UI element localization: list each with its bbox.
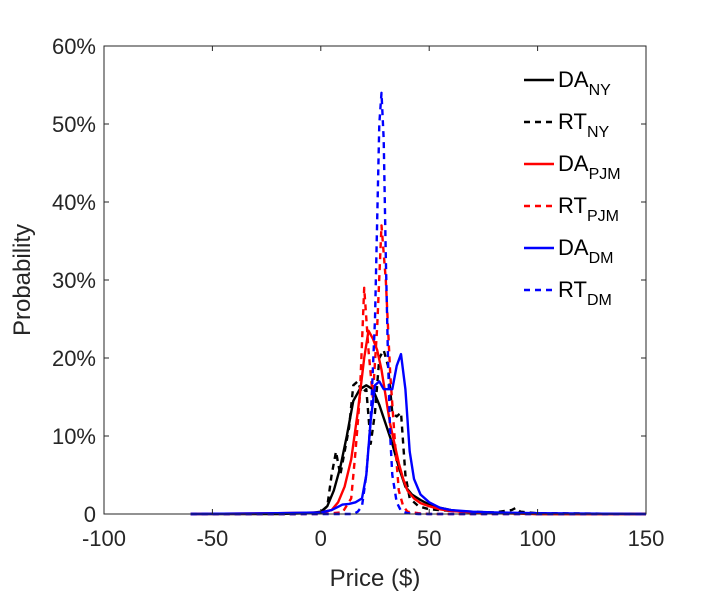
legend-entry-subscript: DM: [587, 292, 612, 309]
y-tick-label: 0: [84, 502, 96, 527]
series-lines: [190, 91, 647, 516]
legend-entry: RTDM: [558, 277, 612, 309]
y-tick-label: 10%: [52, 424, 96, 449]
legend-entry-name: RT: [558, 277, 587, 302]
y-axis-label: Probability: [9, 224, 36, 336]
series-line-rt-ny: [190, 349, 647, 516]
legend-entry-subscript: NY: [587, 124, 610, 141]
y-tick-label: 20%: [52, 346, 96, 371]
x-axis-label: Price ($): [330, 565, 421, 592]
y-tick-label: 50%: [52, 112, 96, 137]
legend-entry-name: DA: [558, 67, 589, 92]
legend-entry: DADM: [558, 235, 613, 267]
series-line-da-dm: [190, 352, 647, 516]
legend-entry-name: DA: [558, 151, 589, 176]
x-axis-ticks: -100 -50 0 50 100 150: [82, 46, 664, 551]
legend-entry: RTNY: [558, 109, 609, 141]
y-tick-label: 30%: [52, 268, 96, 293]
legend-entry: DANY: [558, 67, 611, 99]
series-line-rt-pjm: [190, 224, 646, 516]
legend-entry-name: RT: [558, 193, 587, 218]
x-tick-label: 100: [519, 526, 556, 551]
x-tick-label: 150: [628, 526, 665, 551]
legend-entry: DAPJM: [558, 151, 621, 183]
y-tick-label: 40%: [52, 190, 96, 215]
legend-entry-subscript: NY: [589, 82, 612, 99]
legend-entry-subscript: DM: [589, 250, 614, 267]
legend-entry-name: DA: [558, 235, 589, 260]
series-line-rt-dm: [190, 91, 646, 516]
legend-entry-name: RT: [558, 109, 587, 134]
x-tick-label: -50: [197, 526, 229, 551]
legend-entry-subscript: PJM: [589, 166, 621, 183]
x-tick-label: -100: [82, 526, 126, 551]
legend-entry-subscript: PJM: [587, 208, 619, 225]
x-tick-label: 0: [315, 526, 327, 551]
y-tick-label: 60%: [52, 34, 96, 59]
y-axis-ticks: 0 10% 20% 30% 40% 50% 60%: [52, 34, 646, 527]
legend-entry: RTPJM: [558, 193, 619, 225]
x-tick-label: 50: [417, 526, 441, 551]
